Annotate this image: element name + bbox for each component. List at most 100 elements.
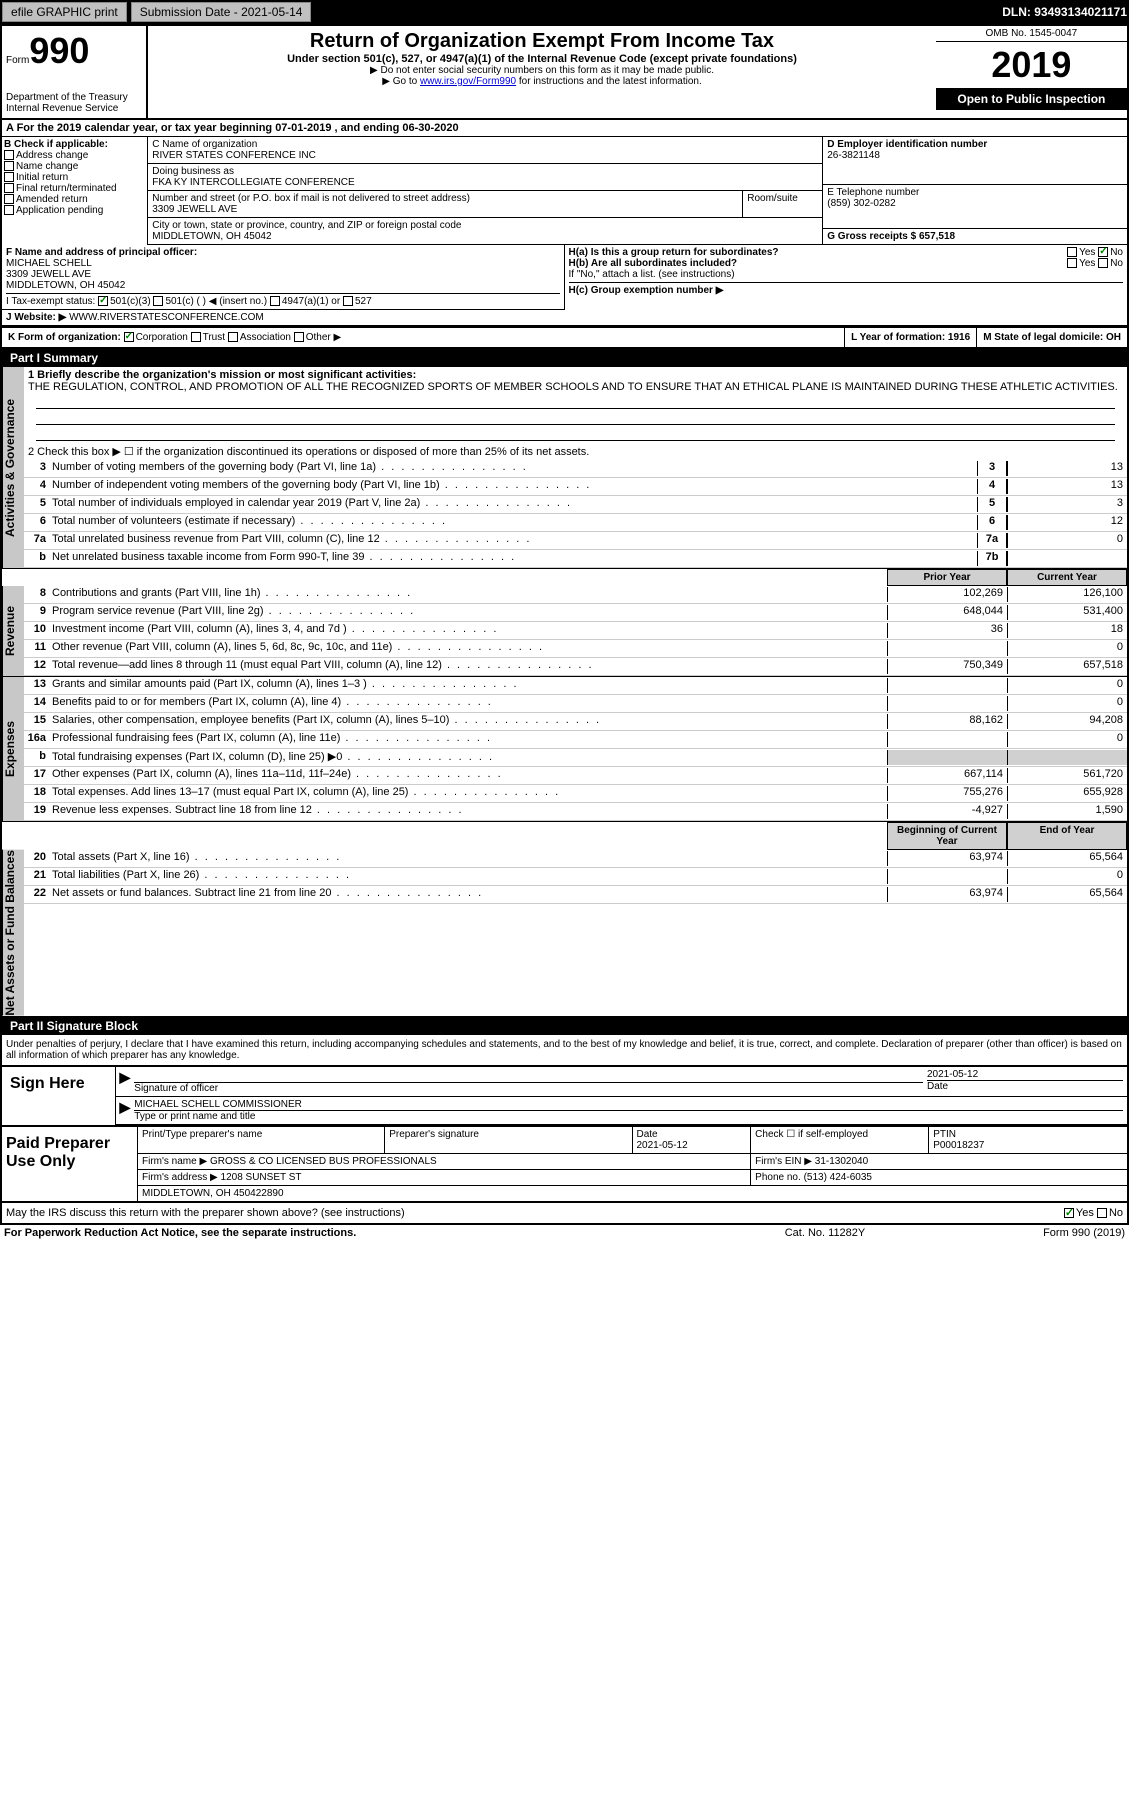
form-header: Form 990 Department of the Treasury Inte…	[2, 26, 1127, 120]
check-trust[interactable]	[191, 332, 201, 342]
check-501c3[interactable]	[98, 296, 108, 306]
open-inspection: Open to Public Inspection	[936, 88, 1127, 110]
form-title: Return of Organization Exempt From Incom…	[152, 30, 932, 53]
col-current: Current Year	[1007, 569, 1127, 586]
irs-label: Internal Revenue Service	[6, 103, 142, 114]
efile-print-button[interactable]: efile GRAPHIC print	[2, 2, 127, 22]
summary-line: 19Revenue less expenses. Subtract line 1…	[24, 803, 1127, 821]
summary-line: 6Total number of volunteers (estimate if…	[24, 514, 1127, 532]
summary-line: 7aTotal unrelated business revenue from …	[24, 532, 1127, 550]
summary-line: 8Contributions and grants (Part VIII, li…	[24, 586, 1127, 604]
prior-current-header: . Prior Year Current Year	[2, 569, 1127, 586]
room-label: Room/suite	[747, 193, 818, 204]
check-assoc[interactable]	[228, 332, 238, 342]
check-other[interactable]	[294, 332, 304, 342]
entity-info-block: B Check if applicable: Address change Na…	[2, 137, 1127, 245]
top-bar: efile GRAPHIC print Submission Date - 20…	[0, 0, 1129, 24]
summary-line: 12Total revenue—add lines 8 through 11 (…	[24, 658, 1127, 676]
summary-line: 11Other revenue (Part VIII, column (A), …	[24, 640, 1127, 658]
tax-year: 2019	[936, 42, 1127, 88]
city-value: MIDDLETOWN, OH 45042	[152, 231, 818, 242]
year-formation: L Year of formation: 1916	[844, 328, 976, 347]
check-527[interactable]	[343, 296, 353, 306]
state-domicile: M State of legal domicile: OH	[976, 328, 1127, 347]
prep-date: 2021-05-12	[637, 1140, 688, 1151]
hb-note: If "No," attach a list. (see instruction…	[569, 269, 1124, 280]
summary-line: 3Number of voting members of the governi…	[24, 460, 1127, 478]
line1-label: 1 Briefly describe the organization's mi…	[28, 369, 1123, 381]
summary-line: 22Net assets or fund balances. Subtract …	[24, 886, 1127, 904]
col-end: End of Year	[1007, 822, 1127, 850]
date-label: Date	[927, 1080, 1123, 1092]
check-final-return[interactable]: Final return/terminated	[4, 183, 145, 194]
part1-header: Part I Summary	[2, 349, 1127, 367]
form-number: 990	[29, 30, 89, 72]
klm-row: K Form of organization: Corporation Trus…	[2, 326, 1127, 349]
check-name-change[interactable]: Name change	[4, 161, 145, 172]
check-address-change[interactable]: Address change	[4, 150, 145, 161]
dept-treasury: Department of the Treasury	[6, 92, 142, 103]
prep-sig-label: Preparer's signature	[385, 1127, 632, 1153]
prep-name-label: Print/Type preparer's name	[138, 1127, 385, 1153]
sign-here-label: Sign Here	[2, 1067, 115, 1125]
officer-label: F Name and address of principal officer:	[6, 247, 560, 258]
check-app-pending[interactable]: Application pending	[4, 205, 145, 216]
summary-line: 9Program service revenue (Part VIII, lin…	[24, 604, 1127, 622]
side-expenses: Expenses	[2, 677, 24, 821]
firm-addr1: 1208 SUNSET ST	[221, 1172, 302, 1183]
hb-no[interactable]	[1098, 258, 1108, 268]
firm-addr2: MIDDLETOWN, OH 450422890	[138, 1186, 1127, 1201]
summary-line: 21Total liabilities (Part X, line 26)0	[24, 868, 1127, 886]
irs-form990-link[interactable]: www.irs.gov/Form990	[420, 76, 516, 87]
col-prior: Prior Year	[887, 569, 1007, 586]
check-501c[interactable]	[153, 296, 163, 306]
ha-row: H(a) Is this a group return for subordin…	[569, 247, 1124, 258]
form-990: Form 990 Department of the Treasury Inte…	[0, 24, 1129, 1225]
side-revenue: Revenue	[2, 586, 24, 676]
ein-value: 26-3821148	[827, 150, 1123, 161]
netassets-section: Net Assets or Fund Balances 20Total asse…	[2, 850, 1127, 1017]
discuss-no[interactable]	[1097, 1208, 1107, 1218]
summary-line: 17Other expenses (Part IX, column (A), l…	[24, 767, 1127, 785]
check-amended-return[interactable]: Amended return	[4, 194, 145, 205]
hb-row: H(b) Are all subordinates included? Yes …	[569, 258, 1124, 269]
revenue-section: Revenue 8Contributions and grants (Part …	[2, 586, 1127, 677]
ha-no[interactable]	[1098, 247, 1108, 257]
discuss-yes[interactable]	[1064, 1208, 1074, 1218]
line2: 2 Check this box ▶ ☐ if the organization…	[24, 443, 1127, 460]
paid-preparer-block: Paid Preparer Use Only Print/Type prepar…	[2, 1125, 1127, 1203]
officer-and-h-row: F Name and address of principal officer:…	[2, 245, 1127, 310]
hc-row: H(c) Group exemption number ▶	[569, 282, 1124, 296]
sign-here-block: Sign Here ▶ Signature of officer 2021-05…	[2, 1065, 1127, 1125]
check-self-employed[interactable]: Check ☐ if self-employed	[751, 1127, 929, 1153]
phone-value: (859) 302-0282	[827, 198, 1123, 209]
part2-header: Part II Signature Block	[2, 1017, 1127, 1035]
check-corp[interactable]	[124, 332, 134, 342]
dln-text: DLN: 93493134021171	[1002, 5, 1127, 19]
check-4947[interactable]	[270, 296, 280, 306]
paperwork-notice: For Paperwork Reduction Act Notice, see …	[4, 1227, 725, 1239]
form-subtitle: Under section 501(c), 527, or 4947(a)(1)…	[152, 53, 932, 65]
officer-name: MICHAEL SCHELL	[6, 258, 560, 269]
hb-yes[interactable]	[1067, 258, 1077, 268]
org-name-label: C Name of organization	[152, 139, 818, 150]
ha-yes[interactable]	[1067, 247, 1077, 257]
col-begin: Beginning of Current Year	[887, 822, 1007, 850]
side-netassets: Net Assets or Fund Balances	[2, 850, 24, 1016]
summary-line: 20Total assets (Part X, line 16)63,97465…	[24, 850, 1127, 868]
summary-line: 15Salaries, other compensation, employee…	[24, 713, 1127, 731]
ptin-value: P00018237	[933, 1140, 984, 1151]
officer-addr1: 3309 JEWELL AVE	[6, 269, 560, 280]
dba-label: Doing business as	[152, 166, 818, 177]
begin-end-header: . Beginning of Current Year End of Year	[2, 822, 1127, 850]
website-value: WWW.RIVERSTATESCONFERENCE.COM	[69, 312, 264, 323]
submission-date-button[interactable]: Submission Date - 2021-05-14	[131, 2, 312, 22]
section-b-label: B Check if applicable:	[4, 139, 145, 150]
sig-date: 2021-05-12	[927, 1069, 1123, 1080]
summary-line: 18Total expenses. Add lines 13–17 (must …	[24, 785, 1127, 803]
check-initial-return[interactable]: Initial return	[4, 172, 145, 183]
form-word: Form	[6, 55, 29, 66]
arrow-icon: ▶	[120, 1069, 131, 1094]
summary-line: 5Total number of individuals employed in…	[24, 496, 1127, 514]
discuss-row: May the IRS discuss this return with the…	[2, 1203, 1127, 1223]
